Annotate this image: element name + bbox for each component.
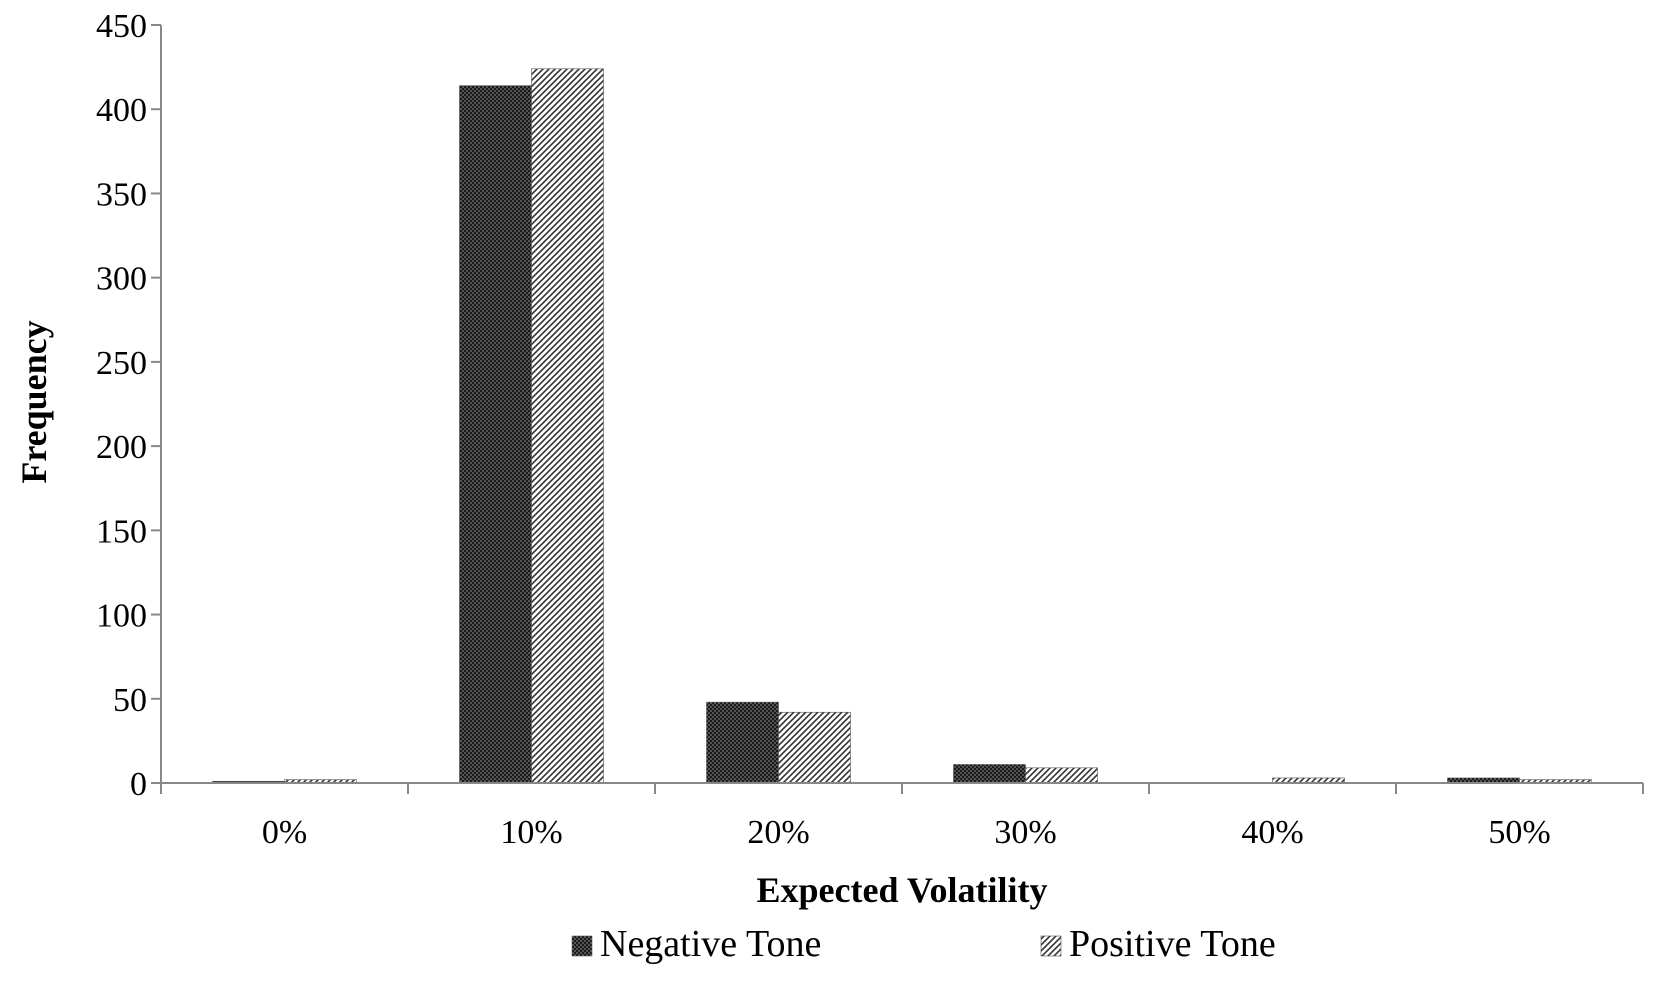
y-tick-label: 300: [96, 261, 147, 298]
bar-negative-tone-2: [706, 701, 779, 784]
y-tick-label: 50: [113, 682, 147, 719]
legend-label-positive-tone: Positive Tone: [1069, 923, 1276, 965]
bar-positive-tone-1: [531, 68, 604, 784]
legend-label-negative-tone: Negative Tone: [600, 923, 821, 965]
legend: Negative Tone Positive Tone: [571, 923, 1276, 965]
x-tick-label: 20%: [747, 814, 809, 851]
y-axis-title: Frequency: [14, 320, 54, 483]
y-tick-label: 350: [96, 176, 147, 213]
bar-positive-tone-3: [1025, 767, 1098, 784]
x-tick-label: 40%: [1241, 814, 1303, 851]
y-tick-label: 250: [96, 345, 147, 382]
legend-swatch-negative-tone: [571, 935, 593, 957]
axes: 0 50 100 150 200 250 300 350 400 450 0% 10% 20% 30% 40…: [96, 8, 1644, 851]
y-tick-label: 150: [96, 513, 147, 550]
bar-negative-tone-1: [459, 85, 532, 784]
y-tick-label: 400: [96, 92, 147, 129]
bar-negative-tone-3: [953, 764, 1026, 784]
x-axis-title: Expected Volatility: [756, 870, 1047, 910]
y-tick-label: 0: [130, 766, 147, 803]
x-tick-label: 10%: [500, 814, 562, 851]
y-tick-label: 100: [96, 598, 147, 635]
y-tick-label: 200: [96, 429, 147, 466]
axis-labels: Expected Volatility Frequency: [14, 320, 1048, 910]
y-tick-label: 450: [96, 8, 147, 45]
bar-positive-tone-2: [778, 711, 851, 784]
x-tick-label: 0%: [262, 814, 307, 851]
legend-swatch-positive-tone: [1040, 935, 1062, 957]
x-tick-label: 50%: [1488, 814, 1550, 851]
x-tick-label: 30%: [994, 814, 1056, 851]
plot-area: [212, 68, 1592, 784]
